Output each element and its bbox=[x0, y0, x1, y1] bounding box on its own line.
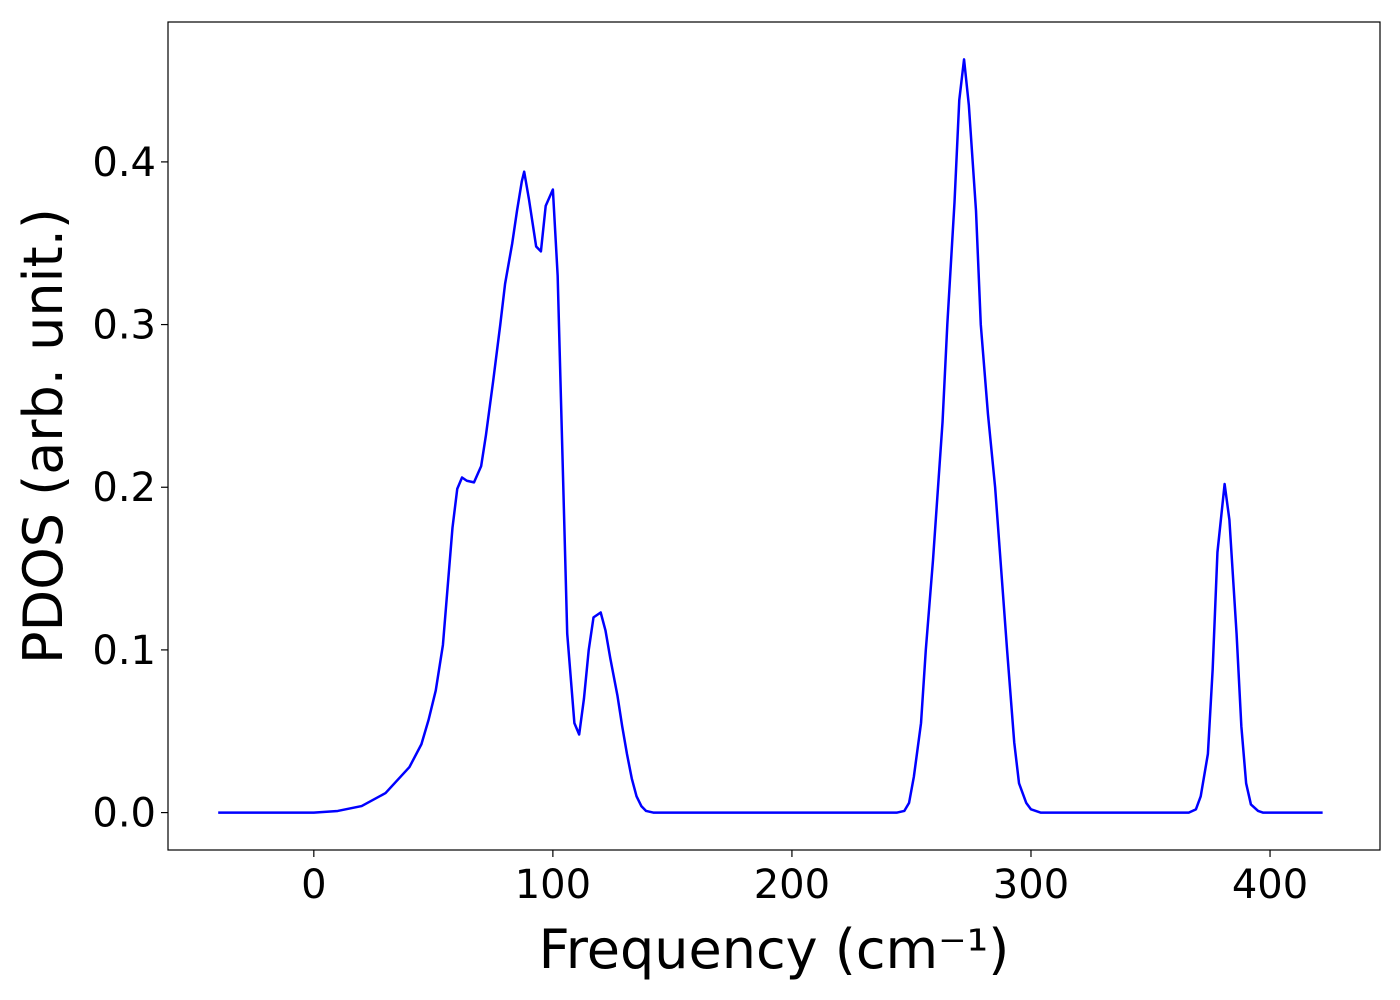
y-tick-label: 0.1 bbox=[92, 628, 156, 674]
y-axis-label: PDOS (arb. unit.) bbox=[12, 208, 75, 664]
x-tick-label: 0 bbox=[301, 862, 326, 908]
y-tick-label: 0.3 bbox=[92, 303, 156, 349]
x-tick-label: 200 bbox=[754, 862, 830, 908]
plot-frame bbox=[167, 21, 1381, 851]
x-tick-label: 100 bbox=[515, 862, 591, 908]
x-tick-label: 400 bbox=[1232, 862, 1308, 908]
x-tick-label: 300 bbox=[993, 862, 1069, 908]
y-tick-label: 0.2 bbox=[92, 465, 156, 511]
x-axis-label: Frequency (cm⁻¹) bbox=[539, 918, 1010, 981]
y-tick-label: 0.0 bbox=[92, 791, 156, 837]
data-line bbox=[218, 58, 1323, 814]
y-tick-label: 0.4 bbox=[92, 140, 156, 186]
